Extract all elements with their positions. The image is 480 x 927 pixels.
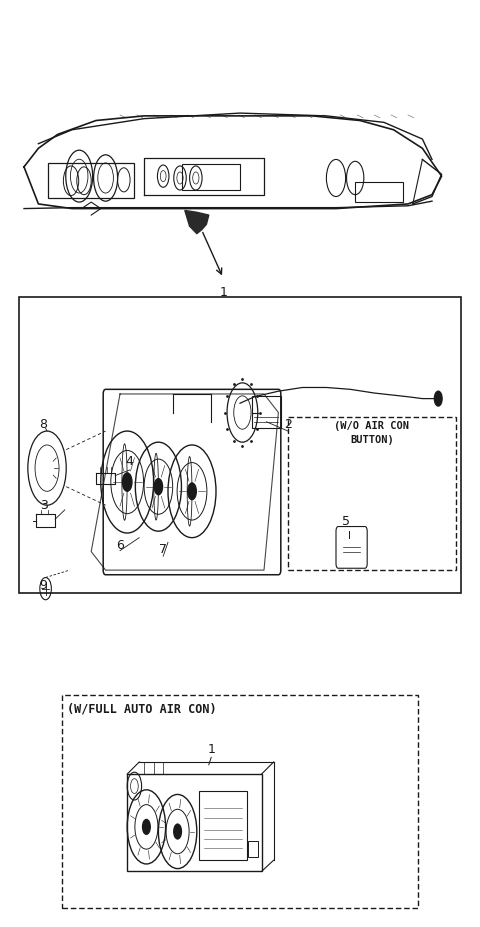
Text: 4: 4 bbox=[126, 455, 133, 468]
Text: 6: 6 bbox=[116, 539, 124, 552]
Text: 3: 3 bbox=[40, 499, 48, 512]
Text: BUTTON): BUTTON) bbox=[350, 436, 394, 445]
Circle shape bbox=[154, 478, 163, 495]
Circle shape bbox=[188, 483, 196, 500]
Text: 1: 1 bbox=[207, 743, 215, 756]
Circle shape bbox=[174, 824, 181, 839]
Circle shape bbox=[143, 819, 150, 834]
Bar bbox=[127, 774, 262, 871]
Text: 1: 1 bbox=[219, 286, 227, 298]
Bar bbox=[355, 182, 403, 202]
Circle shape bbox=[122, 473, 132, 491]
Bar bbox=[288, 417, 456, 570]
Bar bbox=[199, 791, 247, 860]
Polygon shape bbox=[185, 210, 209, 234]
Bar bbox=[62, 695, 418, 908]
Text: 9: 9 bbox=[39, 579, 47, 592]
Bar bbox=[252, 396, 281, 428]
Circle shape bbox=[434, 391, 442, 406]
Bar bbox=[19, 297, 461, 593]
Text: (W/O AIR CON: (W/O AIR CON bbox=[335, 422, 409, 431]
Text: 8: 8 bbox=[39, 418, 47, 431]
Bar bbox=[182, 164, 240, 190]
Bar bbox=[248, 841, 258, 857]
Text: 5: 5 bbox=[342, 515, 349, 528]
Text: 2: 2 bbox=[284, 418, 292, 431]
Bar bbox=[48, 163, 134, 198]
Text: (W/FULL AUTO AIR CON): (W/FULL AUTO AIR CON) bbox=[67, 703, 216, 716]
Text: 7: 7 bbox=[159, 543, 167, 556]
